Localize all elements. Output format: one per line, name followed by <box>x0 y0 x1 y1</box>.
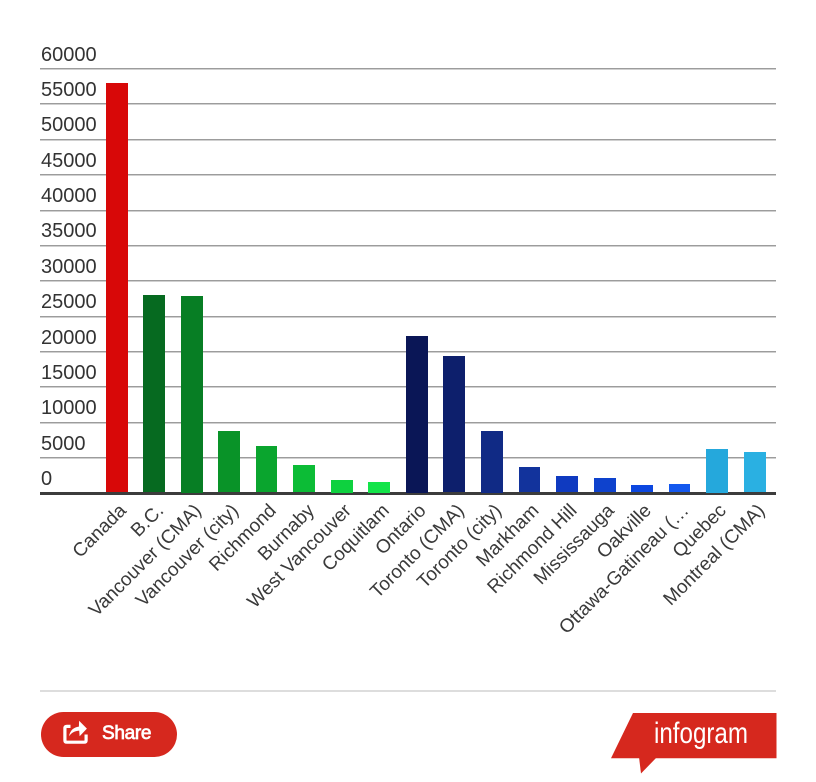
svg-text:infogram: infogram <box>654 717 748 750</box>
